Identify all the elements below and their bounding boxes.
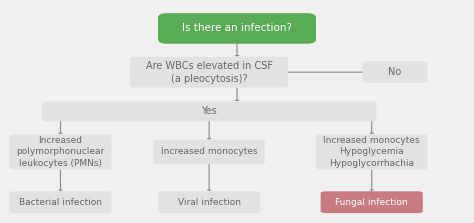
Text: Increased
polymorphonuclear
leukocytes (PMNs): Increased polymorphonuclear leukocytes (… xyxy=(17,136,105,168)
FancyBboxPatch shape xyxy=(130,57,288,87)
Text: No: No xyxy=(388,67,401,77)
Text: Fungal infection: Fungal infection xyxy=(336,198,408,207)
FancyBboxPatch shape xyxy=(320,191,423,213)
Text: Yes: Yes xyxy=(201,107,217,116)
Text: Viral infection: Viral infection xyxy=(178,198,241,207)
FancyBboxPatch shape xyxy=(154,140,265,164)
Text: Bacterial infection: Bacterial infection xyxy=(19,198,102,207)
Text: Increased monocytes: Increased monocytes xyxy=(161,147,257,156)
FancyBboxPatch shape xyxy=(9,191,111,213)
Text: Is there an infection?: Is there an infection? xyxy=(182,23,292,33)
FancyBboxPatch shape xyxy=(42,102,376,121)
FancyBboxPatch shape xyxy=(363,61,428,83)
Text: Increased monocytes
Hypoglycemia
Hypoglycorrhachia: Increased monocytes Hypoglycemia Hypogly… xyxy=(323,136,420,168)
Text: Are WBCs elevated in CSF
(a pleocytosis)?: Are WBCs elevated in CSF (a pleocytosis)… xyxy=(146,61,273,84)
FancyBboxPatch shape xyxy=(316,134,428,169)
FancyBboxPatch shape xyxy=(158,191,260,213)
FancyBboxPatch shape xyxy=(158,13,316,44)
FancyBboxPatch shape xyxy=(9,134,111,169)
